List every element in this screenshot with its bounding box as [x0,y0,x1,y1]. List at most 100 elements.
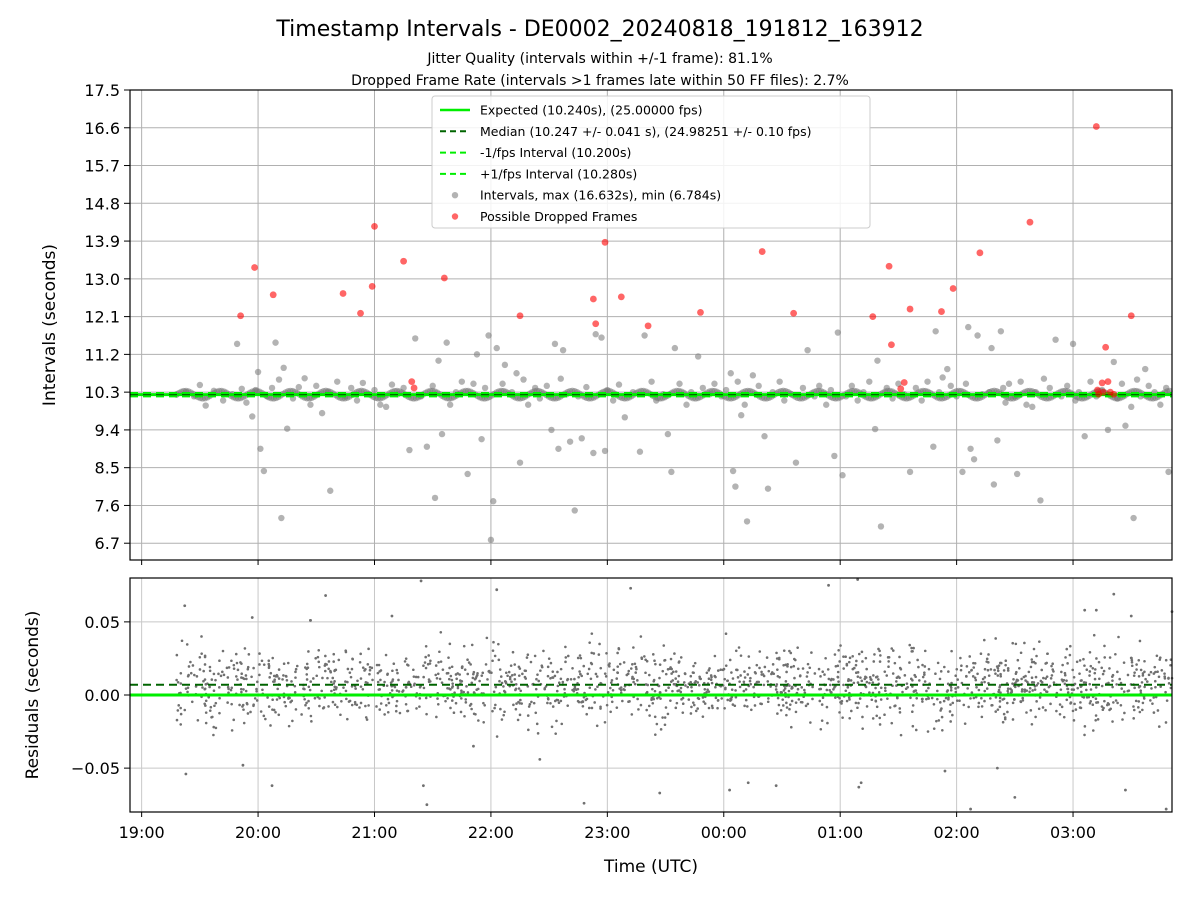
residual-point [492,690,496,694]
interval-point [974,332,981,339]
residual-point [1030,722,1034,726]
residual-point [242,708,245,711]
residual-point [1126,673,1130,677]
residual-point [911,685,914,688]
residual-point [872,660,876,663]
interval-point [1110,358,1117,366]
interval-point [1133,376,1141,383]
interval-point [571,507,578,514]
residual-point [463,668,467,671]
residual-point [571,688,574,692]
residual-point [890,721,894,725]
residual-point [1014,642,1018,646]
residual-point [755,663,759,667]
residual-point [1098,677,1101,681]
residual-point [1025,689,1029,692]
residual-point [204,711,208,714]
residual-point [316,655,320,659]
residual-point [819,675,822,678]
residual-point [737,646,741,649]
residual-point [603,672,607,675]
residual-point [844,689,848,693]
residual-point [603,721,607,724]
residual-point [890,647,894,650]
residual-point [1084,681,1088,684]
interval-point [601,447,609,455]
residual-point [452,711,456,715]
residual-point [212,725,216,729]
residual-point [184,772,188,776]
residual-point [1140,681,1144,684]
residual-point [240,690,243,694]
residual-point [631,662,634,666]
residual-point [363,669,366,672]
residual-point [592,652,596,655]
interval-point [877,523,885,530]
residual-point [713,654,717,658]
residual-point [967,670,971,674]
residual-point [674,706,678,710]
residual-point [980,681,984,684]
residual-point [212,689,216,692]
residual-point [1164,658,1168,662]
residual-point [576,656,580,660]
residual-point [1069,644,1072,648]
interval-point [1069,340,1077,348]
top-ytick-label: 9.4 [95,421,120,440]
residual-point [422,675,425,679]
residual-point [244,689,248,693]
residual-point [300,713,303,716]
residual-point [849,679,853,682]
residual-point [1078,659,1082,662]
residual-point [554,732,557,735]
residual-point [670,667,673,671]
residual-point [225,666,229,670]
residual-point [482,701,485,705]
residual-point [987,674,991,677]
dropped-frame-point [976,249,984,257]
residual-point [232,667,236,670]
residual-point [1030,658,1034,661]
residual-point [1032,647,1036,651]
residual-point [672,682,676,686]
residual-point [735,668,738,672]
residual-point [1050,664,1053,668]
residual-point [1165,699,1169,702]
residual-point [1107,681,1110,685]
residual-point [930,696,934,700]
interval-point [664,430,672,438]
residual-point [349,675,353,679]
residual-point [909,696,912,700]
residual-point [1095,701,1098,704]
residual-point [367,647,370,651]
residual-point [437,660,440,664]
residual-point [359,677,363,680]
residual-point [337,658,341,662]
residual-point [868,675,872,679]
residual-point [258,652,261,655]
residual-point [239,687,243,691]
residual-point [186,686,190,690]
residual-point [406,709,410,713]
residual-point [582,695,586,699]
interval-point [959,468,966,476]
residual-point [789,725,793,729]
residual-point [549,661,553,665]
residual-point [832,688,835,691]
residual-point [895,695,899,699]
residual-point [200,635,203,638]
residual-point [787,689,791,693]
residual-point [571,666,574,670]
residual-point [985,687,989,690]
residual-point [590,651,593,655]
residual-point [739,654,743,657]
residual-point [236,668,240,672]
residual-point [425,712,428,716]
residual-point [970,668,973,672]
residual-point [1137,685,1141,689]
residual-point [559,699,563,703]
residual-point [580,674,584,678]
residual-point [796,667,800,671]
residual-point [781,698,785,701]
